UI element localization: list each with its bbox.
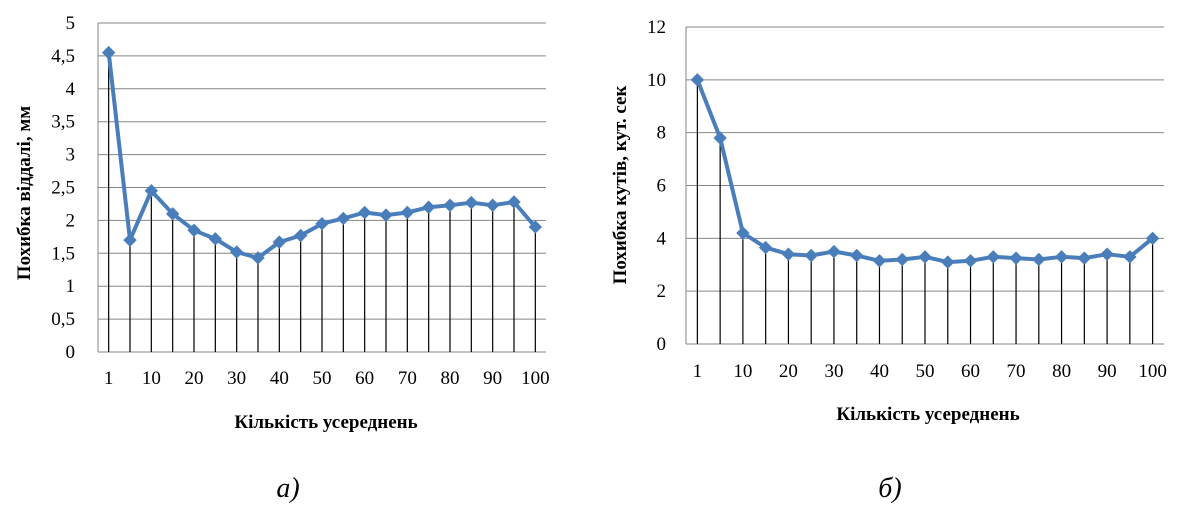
chart-a-data-point: [165, 207, 180, 221]
chart-a-y-tick-label: 5: [66, 13, 76, 34]
chart-b-data-point: [713, 131, 727, 145]
chart-a-x-tick-label: 30: [227, 368, 246, 389]
chart-b-data-point: [1123, 250, 1137, 264]
chart-a-y-tick-label: 4: [66, 79, 76, 100]
chart-a-y-tick-label: 4,5: [51, 46, 75, 67]
chart-b-data-point: [804, 248, 818, 263]
chart-b-data-point: [963, 254, 978, 268]
chart-a-data-point: [485, 198, 500, 212]
chart-a-y-tick-label: 0: [66, 342, 76, 363]
chart-b-data-point: [1054, 250, 1069, 264]
chart-a-data-point: [101, 45, 116, 60]
chart-a-x-tick-label: 100: [521, 368, 550, 389]
chart-a-x-tick-label: 50: [313, 368, 332, 389]
chart-b-y-tick-label: 0: [657, 334, 667, 355]
chart-b-y-tick-label: 10: [647, 70, 666, 91]
chart-a-panel-label: а): [276, 473, 299, 504]
chart-b-y-tick-label: 2: [657, 281, 667, 302]
chart-b-data-point: [918, 250, 932, 264]
chart-b-x-tick-label: 100: [1138, 361, 1167, 382]
chart-b-y-tick-label: 12: [647, 17, 666, 38]
chart-b-data-point: [1032, 252, 1046, 267]
chart-a-data-point: [400, 205, 415, 220]
chart-a-y-tick-label: 1,5: [51, 243, 75, 264]
chart-a-data-point: [357, 205, 372, 220]
chart-b-data-point: [758, 240, 773, 255]
chart-a-x-tick-label: 90: [483, 368, 502, 389]
chart-a-x-tick-label: 40: [270, 368, 289, 389]
chart-b-series-line: [695, 79, 1154, 265]
chart-a-y-axis-title: Похибка віддалі, мм: [14, 106, 35, 280]
chart-a-data-point: [187, 223, 201, 237]
chart-a-data-point: [144, 184, 159, 198]
chart-a-data-point: [528, 220, 543, 234]
chart-a-data-point: [272, 235, 287, 249]
chart-b-y-tick-label: 8: [657, 123, 667, 144]
chart-b-x-axis-title: Кількість усереднень: [836, 404, 1019, 425]
chart-b-x-tick-label: 40: [870, 361, 889, 382]
chart-a-data-point: [229, 245, 244, 259]
chart-b-panel-label: б): [878, 473, 901, 504]
chart-a-y-tick-label: 2,5: [51, 178, 75, 199]
chart-a-x-tick-label: 60: [355, 368, 374, 389]
chart-a-data-point: [379, 208, 393, 222]
chart-b-y-tick-label: 6: [657, 176, 667, 197]
chart-b-x-tick-label: 30: [824, 361, 843, 382]
chart-a-data-point: [443, 198, 457, 212]
chart-b-y-axis-title: Похибка кутів, кут. сек: [610, 86, 631, 285]
chart-a-x-axis-title: Кількість усереднень: [234, 412, 417, 433]
chart-a-data-point: [421, 200, 436, 214]
chart-b-x-tick-label: 80: [1052, 361, 1071, 382]
chart-a-data-point: [293, 228, 308, 243]
chart-b-x-tick-label: 20: [779, 361, 798, 382]
chart-a-data-point: [336, 211, 351, 226]
chart-b-data-point: [736, 226, 750, 240]
chart-b-x-tick-label: 90: [1098, 361, 1117, 382]
chart-b-x-tick-label: 1: [693, 361, 703, 382]
chart-b-data-point: [690, 73, 705, 87]
chart-a-y-tick-label: 0,5: [51, 309, 75, 330]
chart-a-data-point: [123, 233, 137, 247]
chart-a-y-tick-label: 2: [66, 210, 76, 231]
chart-b-data-point: [1077, 251, 1092, 265]
chart-a-x-tick-label: 10: [142, 368, 161, 389]
chart-b-data-point: [827, 244, 841, 259]
chart-a-x-tick-label: 70: [398, 368, 417, 389]
chart-b-data-point: [850, 248, 864, 263]
chart-a-data-point: [315, 216, 329, 231]
chart-b-data-point: [941, 255, 955, 269]
chart-a-plot-area: 0 0,5 1 1,5 2 2,5 3 3,5 4 4,5 5 1 10 20 30 40 50 60 70 80 90…: [51, 13, 549, 389]
chart-b-x-tick-label: 70: [1007, 361, 1026, 382]
chart-a-x-tick-label: 20: [185, 368, 204, 389]
chart-b-data-point: [986, 250, 1000, 264]
chart-b-data-point: [872, 254, 887, 268]
chart-a-y-tick-label: 3: [66, 145, 76, 166]
chart-b-data-point: [1100, 247, 1114, 261]
chart-b-x-tick-label: 10: [733, 361, 752, 382]
chart-b-data-point: [1145, 231, 1160, 246]
chart-a-data-point: [464, 195, 479, 210]
chart-a-y-tick-label: 1: [66, 276, 76, 297]
chart-a-data-point: [507, 195, 521, 209]
chart-a-data-point: [251, 251, 265, 265]
chart-a-x-tick-label: 80: [441, 368, 460, 389]
chart-a-y-tick-label: 3,5: [51, 112, 75, 133]
chart-b-y-tick-label: 4: [657, 228, 667, 249]
chart-a-data-point: [208, 232, 223, 246]
chart-a-x-tick-label: 1: [104, 368, 114, 389]
chart-b-plot-area: 0 2 4 6 8 10 12 1 10 20 30 40 50 60 70 80 90 100: [647, 17, 1167, 382]
chart-b-x-tick-label: 60: [961, 361, 980, 382]
chart-b-x-tick-label: 50: [916, 361, 935, 382]
chart-b-data-point: [781, 247, 796, 261]
chart-b-data-point: [1009, 251, 1023, 265]
chart-b-data-point: [895, 252, 909, 267]
